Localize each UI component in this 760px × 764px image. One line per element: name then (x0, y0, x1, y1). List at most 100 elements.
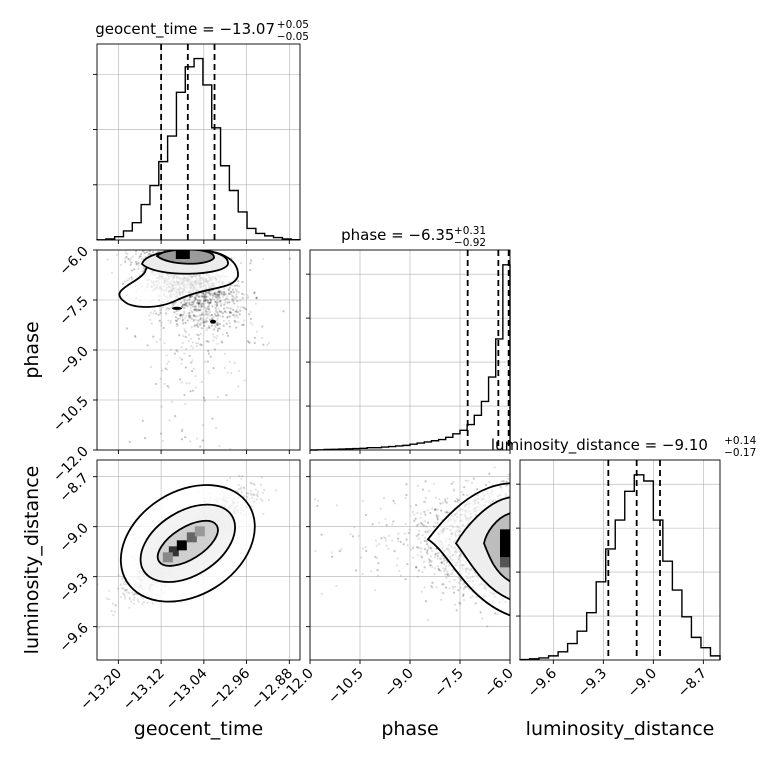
panel-phase-vs-geocent-time-sample-point (151, 246, 153, 248)
panel-phase-vs-geocent-time-sample-point (207, 350, 209, 352)
panel-phase-vs-geocent-time-sample-point (150, 244, 152, 246)
panel-phase-vs-geocent-time-sample-point (209, 311, 211, 313)
panel-phase-vs-geocent-time-sample-point (249, 269, 251, 271)
panel-phase-vs-geocent-time-sample-point (159, 307, 161, 309)
panel-luminosity-distance-vs-geocent-time-sample-point (137, 599, 139, 601)
panel-phase-vs-geocent-time-sample-point (183, 310, 185, 312)
panel-luminosity-distance-vs-geocent-time-sample-point (134, 596, 136, 598)
panel-phase-vs-geocent-time-sample-point (204, 307, 206, 309)
panel-luminosity-distance-vs-geocent-time-sample-point (263, 489, 265, 491)
panel-phase-vs-geocent-time-sample-point (243, 324, 245, 326)
panel-phase-vs-geocent-time-sample-point (183, 307, 185, 309)
panel-phase-vs-geocent-time-sample-point (129, 441, 131, 443)
panel-phase-vs-geocent-time-sample-point (130, 264, 132, 266)
panel-luminosity-distance-vs-geocent-time-sample-point (238, 475, 240, 477)
panel-luminosity-distance-vs-geocent-time-sample-point (226, 479, 228, 481)
panel-phase-vs-geocent-time-sample-point (197, 302, 199, 304)
panel-phase-vs-geocent-time-sample-point (249, 262, 251, 264)
panel-luminosity-distance-vs-geocent-time-sample-point (152, 602, 154, 604)
panel-phase-vs-geocent-time-sample-point (241, 293, 243, 295)
panel-phase-vs-geocent-time-sample-point (117, 233, 119, 235)
panel-phase-vs-geocent-time-sample-point (212, 294, 214, 296)
panel-phase-vs-geocent-time-sample-point (235, 314, 237, 316)
panel-luminosity-distance-vs-geocent-time-sample-point (114, 604, 116, 606)
panel-luminosity-distance-vs-geocent-time-sample-point (256, 494, 258, 496)
panel-phase-vs-geocent-time-sample-point (190, 307, 192, 309)
panel-phase-vs-geocent-time-sample-point (200, 333, 202, 335)
panel-phase-vs-geocent-time-sample-point (130, 258, 132, 260)
panel-phase-vs-geocent-time-sample-point (204, 361, 206, 363)
panel-phase-vs-geocent-time-sample-point (219, 315, 221, 317)
panel-phase-vs-geocent-time-sample-point (131, 276, 133, 278)
panel-phase-vs-geocent-time-sample-point (127, 235, 129, 237)
panel-phase-vs-geocent-time-sample-point (227, 298, 229, 300)
panel-phase-vs-geocent-time-sample-point (226, 301, 228, 303)
panel-phase-vs-geocent-time-sample-point (201, 305, 203, 307)
panel-phase-vs-geocent-time-sample-point (236, 308, 238, 310)
panel-phase-vs-geocent-time-sample-point (167, 385, 169, 387)
panel-phase-vs-geocent-time-sample-point (207, 306, 209, 308)
panel-phase-vs-geocent-time-sample-point (160, 322, 162, 324)
panel-phase-vs-geocent-time-sample-point (199, 300, 201, 302)
panel-phase-vs-geocent-time-sample-point (191, 311, 193, 313)
panel-phase-vs-geocent-time-sample-point (156, 341, 158, 343)
panel-phase-vs-geocent-time-sample-point (167, 319, 169, 321)
panel-phase-vs-geocent-time-sample-point (185, 331, 187, 333)
panel-phase-vs-geocent-time-sample-point (151, 244, 153, 246)
panel-phase-vs-geocent-time-sample-point (175, 316, 177, 318)
panel-phase-vs-geocent-time-sample-point (201, 344, 203, 346)
panel-phase-vs-geocent-time-sample-point (182, 335, 184, 337)
panel-phase-vs-geocent-time-sample-point (137, 267, 139, 269)
panel-phase-vs-geocent-time-sample-point (139, 255, 141, 257)
panel-phase-vs-geocent-time-sample-point (185, 304, 187, 306)
panel-phase-vs-geocent-time-sample-point (154, 244, 156, 246)
panel-phase-vs-geocent-time-sample-point (223, 474, 225, 476)
panel-phase-vs-geocent-time-sample-point (213, 298, 215, 300)
panel-luminosity-distance-vs-geocent-time-sample-point (110, 610, 112, 612)
panel-phase-vs-geocent-time-sample-point (233, 320, 235, 322)
panel-luminosity-distance-vs-geocent-time-sample-point (257, 490, 259, 492)
panel-luminosity-distance-vs-geocent-time-sample-point (108, 590, 110, 592)
panel-phase-vs-geocent-time-sample-point (158, 314, 160, 316)
panel-phase-vs-geocent-time-sample-point (137, 242, 139, 244)
panel-phase-vs-geocent-time-sample-point (194, 325, 196, 327)
panel-phase-vs-geocent-time-sample-point (133, 247, 135, 249)
panel-phase-vs-geocent-time-sample-point (193, 319, 195, 321)
panel-phase-vs-geocent-time-sample-point (244, 379, 246, 381)
panel-phase-vs-geocent-time-sample-point (135, 241, 137, 243)
panel-phase-vs-geocent-time-sample-point (126, 253, 128, 255)
panel-phase-vs-geocent-time-sample-point (250, 322, 252, 324)
panel-phase-vs-geocent-time-sample-point (208, 372, 210, 374)
panel-phase-vs-geocent-time-sample-point (192, 390, 194, 392)
panel-phase-vs-geocent-time-sample-point (199, 324, 201, 326)
panel-phase-vs-geocent-time-sample-point (116, 227, 118, 229)
panel-phase-vs-geocent-time-sample-point (162, 244, 164, 246)
panel-phase-vs-geocent-time-sample-point (207, 341, 209, 343)
panel-phase-vs-geocent-time-sample-point (165, 313, 167, 315)
panel-phase-vs-geocent-time-sample-point (223, 320, 225, 322)
panel-phase-vs-geocent-time-sample-point (160, 432, 162, 434)
panel-phase-vs-geocent-time-sample-point (221, 341, 223, 343)
panel-phase-vs-geocent-time-sample-point (197, 295, 199, 297)
panel-phase-vs-geocent-time-sample-point (189, 316, 191, 318)
panel-phase-vs-geocent-time-sample-point (185, 366, 187, 368)
panel-luminosity-distance-vs-geocent-time-sample-point (146, 602, 148, 604)
panel-luminosity-distance-vs-geocent-time-sample-point (106, 598, 108, 600)
panel-luminosity-distance-vs-geocent-time-sample-point (240, 478, 242, 480)
panel-phase-vs-geocent-time-sample-point (139, 242, 141, 244)
panel-luminosity-distance-vs-geocent-time-sample-point (241, 491, 243, 493)
panel-phase-vs-geocent-time-sample-point (167, 247, 169, 249)
panel-phase-vs-geocent-time-sample-point (254, 337, 256, 339)
panel-phase-vs-geocent-time-sample-point (117, 233, 119, 235)
panel-phase-vs-geocent-time-sample-point (213, 292, 215, 294)
panel-phase-vs-geocent-time-sample-point (209, 292, 211, 294)
panel-phase-vs-geocent-time-sample-point (170, 244, 172, 246)
panel-phase-vs-geocent-time-sample-point (192, 303, 194, 305)
panel-phase-vs-geocent-time-sample-point (197, 299, 199, 301)
panel-phase-vs-geocent-time-sample-point (225, 394, 227, 396)
panel-phase-vs-geocent-time-sample-point (195, 386, 197, 388)
panel-phase-vs-geocent-time-sample-point (238, 291, 240, 293)
panel-phase-vs-geocent-time-sample-point (289, 258, 291, 260)
panel-phase-vs-geocent-time-sample-point (217, 330, 219, 332)
panel-phase-vs-geocent-time-sample-point (138, 228, 140, 230)
